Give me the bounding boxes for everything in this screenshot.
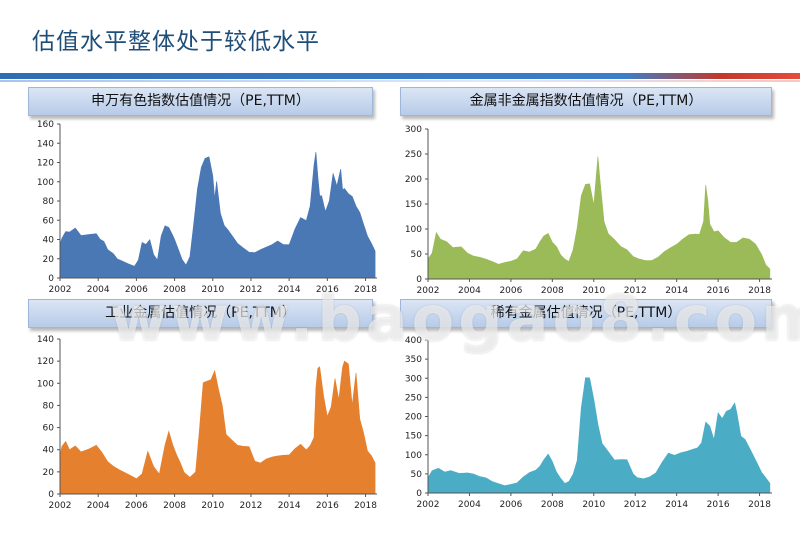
y-tick-label: 120 xyxy=(37,357,54,367)
chart-3-title: 工业金属估值情况（PE,TTM） xyxy=(28,299,373,328)
x-tick-label: 2014 xyxy=(278,501,301,511)
y-tick-label: 250 xyxy=(405,393,422,403)
y-tick-label: 160 xyxy=(37,120,54,130)
y-tick-label: 20 xyxy=(43,468,55,478)
x-tick-label: 2004 xyxy=(87,285,110,295)
y-tick-label: 0 xyxy=(416,489,422,499)
x-tick-label: 2018 xyxy=(748,286,771,296)
x-tick-label: 2002 xyxy=(49,285,72,295)
x-tick-label: 2008 xyxy=(541,500,564,510)
page-title: 估值水平整体处于较低水平 xyxy=(32,29,320,55)
x-tick-label: 2012 xyxy=(624,286,647,296)
x-tick-label: 2014 xyxy=(665,286,688,296)
series-area-0 xyxy=(59,360,376,495)
y-tick-label: 60 xyxy=(43,424,55,434)
title-rule xyxy=(0,73,800,79)
y-tick-label: 100 xyxy=(37,178,54,188)
x-tick-label: 2014 xyxy=(665,500,688,510)
x-tick-label: 2010 xyxy=(582,286,605,296)
x-tick-label: 2006 xyxy=(125,285,148,295)
y-tick-label: 60 xyxy=(43,216,55,226)
y-tick-label: 80 xyxy=(43,197,55,207)
y-tick-label: 20 xyxy=(43,255,55,265)
y-tick-label: 150 xyxy=(405,200,422,210)
y-tick-label: 80 xyxy=(43,401,55,411)
series-area-0 xyxy=(427,156,771,280)
x-tick-label: 2016 xyxy=(707,286,730,296)
x-tick-label: 2008 xyxy=(163,501,186,511)
x-tick-label: 2002 xyxy=(417,500,440,510)
y-tick-label: 200 xyxy=(405,413,422,423)
y-tick-label: 120 xyxy=(37,159,54,169)
y-tick-label: 100 xyxy=(405,451,422,461)
x-tick-label: 2018 xyxy=(354,501,377,511)
x-tick-label: 2018 xyxy=(354,285,377,295)
y-tick-label: 0 xyxy=(48,490,54,500)
y-tick-label: 140 xyxy=(37,139,54,149)
x-tick-label: 2006 xyxy=(499,286,522,296)
y-tick-label: 100 xyxy=(37,379,54,389)
x-tick-label: 2004 xyxy=(458,500,481,510)
title-rule-thin xyxy=(0,80,800,82)
y-tick-label: 0 xyxy=(48,274,54,284)
y-tick-label: 350 xyxy=(405,355,422,365)
y-tick-label: 200 xyxy=(405,175,422,185)
series-area-0 xyxy=(59,151,376,279)
chart-1-title: 申万有色指数估值情况（PE,TTM） xyxy=(28,87,373,116)
y-tick-label: 400 xyxy=(405,336,422,346)
y-tick-label: 150 xyxy=(405,432,422,442)
series-area-0 xyxy=(427,377,771,494)
x-tick-label: 2004 xyxy=(87,501,110,511)
y-tick-label: 50 xyxy=(411,470,423,480)
x-tick-label: 2004 xyxy=(458,286,481,296)
x-tick-label: 2010 xyxy=(582,500,605,510)
y-tick-label: 300 xyxy=(405,125,422,135)
y-tick-label: 300 xyxy=(405,374,422,384)
x-tick-label: 2012 xyxy=(624,500,647,510)
x-tick-label: 2012 xyxy=(240,285,263,295)
x-tick-label: 2016 xyxy=(316,501,339,511)
x-tick-label: 2010 xyxy=(201,285,224,295)
y-tick-label: 40 xyxy=(43,446,55,456)
x-tick-label: 2002 xyxy=(417,286,440,296)
y-tick-label: 140 xyxy=(37,335,54,345)
x-tick-label: 2006 xyxy=(125,501,148,511)
x-tick-label: 2008 xyxy=(163,285,186,295)
x-tick-label: 2006 xyxy=(499,500,522,510)
y-tick-label: 100 xyxy=(405,225,422,235)
chart-4-title: 稀有金属估值情况（PE,TTM） xyxy=(400,299,772,328)
x-tick-label: 2016 xyxy=(707,500,730,510)
x-tick-label: 2002 xyxy=(49,501,72,511)
x-tick-label: 2018 xyxy=(748,500,771,510)
x-tick-label: 2012 xyxy=(240,501,263,511)
x-tick-label: 2016 xyxy=(316,285,339,295)
y-tick-label: 250 xyxy=(405,150,422,160)
y-tick-label: 40 xyxy=(43,236,55,246)
x-tick-label: 2014 xyxy=(278,285,301,295)
x-tick-label: 2010 xyxy=(201,501,224,511)
chart-2-title: 金属非金属指数估值情况（PE,TTM） xyxy=(400,87,772,116)
y-tick-label: 0 xyxy=(416,275,422,285)
x-tick-label: 2008 xyxy=(541,286,564,296)
y-tick-label: 50 xyxy=(411,250,423,260)
